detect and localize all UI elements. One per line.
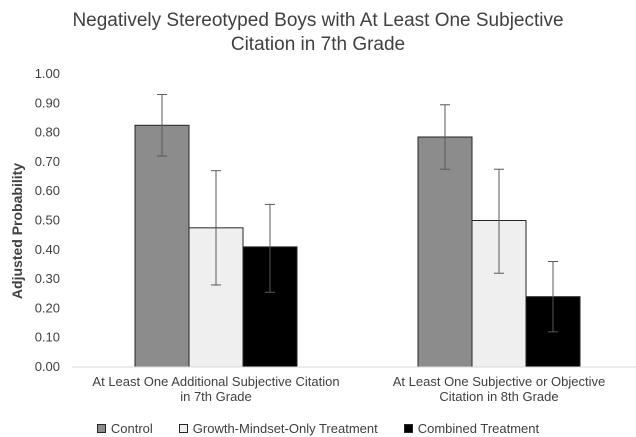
legend-item: Growth-Mindset-Only Treatment (178, 420, 378, 436)
bar (134, 124, 190, 368)
chart-title-line-2: Citation in 7th Grade (230, 34, 406, 55)
y-tick-label: 0.80 (35, 125, 60, 140)
chart-legend: Control Growth-Mindset-Only Treatment Comb… (0, 419, 636, 437)
y-axis-title: Adjusted Probability (9, 163, 25, 299)
bar (417, 136, 473, 368)
chart-title-line-1: Negatively Stereotyped Boys with At Leas… (72, 10, 564, 31)
legend-item: Control (96, 420, 153, 436)
y-tick-label: 0.10 (35, 330, 60, 345)
legend-swatch (403, 423, 413, 433)
y-tick-label: 0.30 (35, 271, 60, 286)
x-category-label: Citation in 8th Grade (439, 389, 558, 404)
y-tick-label: 0.40 (35, 242, 60, 257)
legend-swatch (178, 423, 188, 433)
legend-item: Combined Treatment (403, 420, 540, 436)
legend-label: Control (110, 420, 153, 436)
y-tick-label: 0.90 (35, 95, 60, 110)
y-tick-label: 0.60 (35, 183, 60, 198)
x-category-label: At Least One Additional Subjective Citat… (92, 374, 339, 389)
y-tick-label: 1.00 (35, 66, 60, 81)
legend-label: Combined Treatment (417, 420, 540, 436)
y-tick-label: 0.70 (35, 154, 60, 169)
legend-swatch (96, 423, 106, 433)
y-tick-label: 0.20 (35, 300, 60, 315)
legend-label: Growth-Mindset-Only Treatment (192, 420, 378, 436)
y-tick-label: 0.50 (35, 213, 60, 228)
y-tick-label: 0.00 (35, 359, 60, 374)
x-category-label: At Least One Subjective or Objective (393, 374, 605, 389)
x-category-label: in 7th Grade (180, 389, 252, 404)
